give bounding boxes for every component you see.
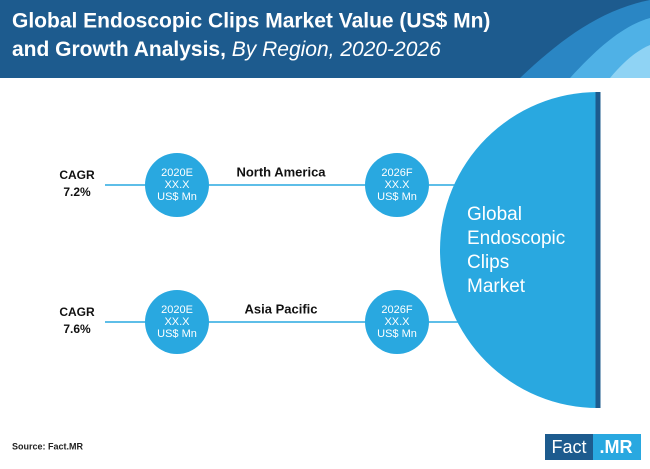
market-shape — [440, 92, 598, 408]
circle-text: US$ Mn — [157, 328, 197, 340]
market-text: Market — [467, 276, 526, 297]
cagr-label: CAGR — [59, 305, 95, 319]
cagr-value: 7.6% — [63, 322, 91, 336]
circle-text: 2020E — [161, 167, 193, 179]
source: Source: Fact.MR — [12, 441, 84, 451]
cagr-label: CAGR — [59, 168, 95, 182]
circle-text: XX.X — [164, 316, 190, 328]
circle-text: US$ Mn — [377, 191, 417, 203]
value-circle — [365, 290, 429, 354]
value-circle — [145, 290, 209, 354]
value-circle — [145, 153, 209, 217]
header-deco — [610, 45, 650, 78]
title-part: By Region, 2020-2026 — [232, 38, 441, 61]
circle-text: XX.X — [384, 179, 410, 191]
circle-text: 2026F — [381, 304, 412, 316]
logo-box — [593, 434, 641, 460]
title-part: and Growth Analysis, — [12, 38, 226, 61]
circle-text: 2026F — [381, 167, 412, 179]
market-text: Endoscopic — [467, 228, 565, 249]
market-label: Global Endoscopic Clips Market — [467, 204, 565, 297]
title: Global Endoscopic Clips Market Value (US… — [12, 10, 490, 33]
circle-text: XX.X — [164, 179, 190, 191]
title: and Growth Analysis, By Region, 2020-202… — [12, 38, 441, 61]
value-circle — [365, 153, 429, 217]
market-text: Clips — [467, 252, 509, 273]
market-text: Global — [467, 204, 522, 225]
logo: Fact — [551, 437, 586, 457]
cagr-value: 7.2% — [63, 185, 91, 199]
circle-text: US$ Mn — [157, 191, 197, 203]
logo: .MR — [600, 437, 633, 457]
region-name: North America — [236, 164, 326, 179]
circle-text: XX.X — [384, 316, 410, 328]
circle-text: US$ Mn — [377, 328, 417, 340]
region-name: Asia Pacific — [245, 301, 318, 316]
circle-text: 2020E — [161, 304, 193, 316]
logo-box — [545, 434, 593, 460]
